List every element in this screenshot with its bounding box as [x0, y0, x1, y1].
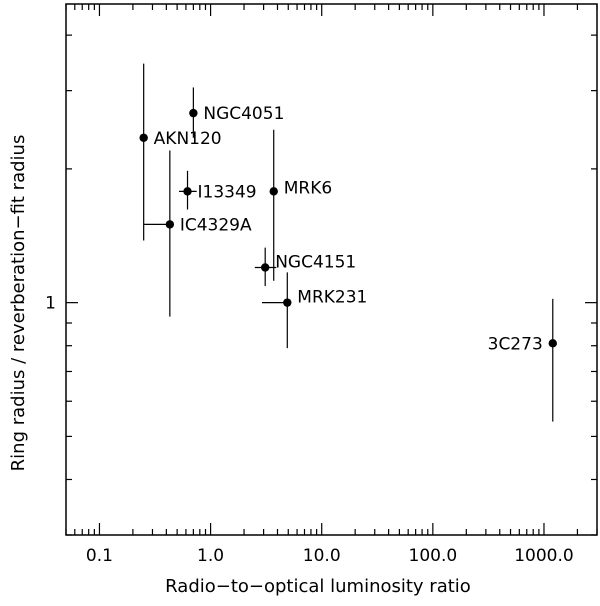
data-point [548, 339, 557, 348]
y-axis-label: Ring radius / reverberation−fit radius [8, 135, 29, 472]
x-tick-label: 1.0 [197, 546, 224, 566]
data-points: NGC4051 AKN120 I13349 MRK6 IC4329A NGC4151 MRK… [139, 63, 557, 422]
data-point-group: AKN120 [139, 63, 222, 241]
x-tick-label: 100.0 [409, 546, 458, 566]
data-point-label: AKN120 [154, 129, 222, 149]
x-tick-label: 1000.0 [514, 546, 573, 566]
data-point-label: NGC4151 [275, 252, 356, 272]
plot-frame [65, 3, 598, 536]
data-point-label: I13349 [198, 182, 257, 202]
axis-tick-labels: 0.1 1.0 10.0 100.0 1000.0 1 [45, 294, 574, 566]
data-point [139, 133, 148, 142]
data-point-group: IC4329A [143, 150, 252, 317]
y-tick-label: 1 [45, 294, 56, 314]
data-point [165, 220, 175, 229]
x-tick-label: 10.0 [303, 546, 341, 566]
data-point [183, 187, 192, 196]
x-tick-label: 0.1 [86, 546, 113, 566]
data-point-group: MRK6 [269, 129, 332, 281]
data-point-label: IC4329A [180, 215, 252, 235]
data-point [260, 263, 270, 272]
data-point-group: MRK231 [261, 272, 367, 349]
data-point [283, 298, 292, 307]
data-point [269, 187, 278, 196]
data-point-label: 3C273 [488, 334, 543, 354]
data-point-label: NGC4051 [203, 104, 284, 124]
data-point [189, 108, 198, 118]
data-point-group: I13349 [179, 170, 257, 210]
data-point-label: MRK6 [284, 178, 332, 198]
x-axis-label: Radio−to−optical luminosity ratio [165, 576, 471, 597]
data-point-group: NGC4151 [254, 247, 356, 287]
data-point-label: MRK231 [297, 288, 367, 308]
data-point-group: NGC4051 [189, 87, 284, 138]
axis-ticks [65, 4, 598, 536]
data-point-group: 3C273 [488, 298, 557, 422]
